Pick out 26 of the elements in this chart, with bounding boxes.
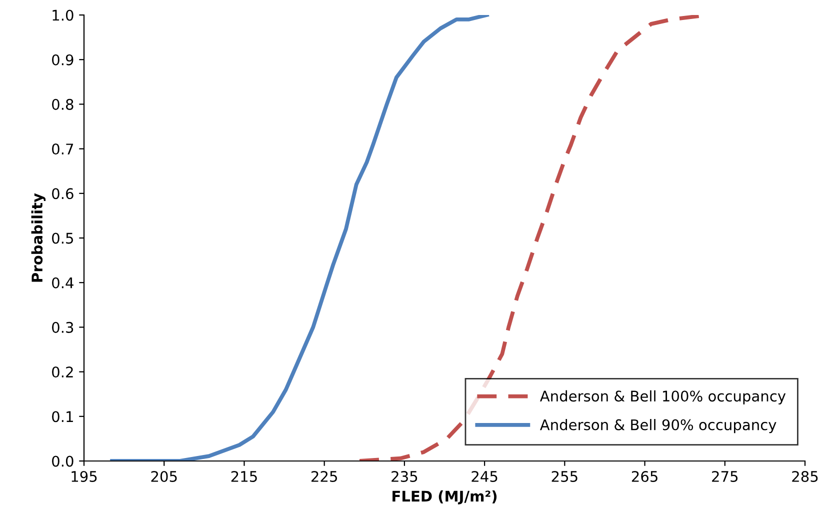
y-tick-label: 0.0: [52, 456, 74, 467]
y-tick-label: 0.6: [52, 188, 74, 200]
y-tick-label: 0.9: [52, 54, 74, 66]
y-tick-label: 0.4: [52, 277, 74, 288]
line-series: [110, 15, 489, 461]
y-tick-label: 0.1: [52, 411, 73, 422]
x-axis-title: FLED (MJ/m²): [392, 490, 497, 504]
y-tick-label: 0.5: [52, 232, 74, 244]
x-tick-label: 275: [712, 470, 738, 482]
x-tick-label: 265: [632, 470, 658, 482]
y-tick-label: 0.3: [52, 322, 74, 333]
x-tick-label: 225: [311, 470, 337, 482]
y-tick-label: 0.2: [52, 366, 73, 378]
x-tick-label: 215: [231, 470, 257, 482]
y-axis-title: Probability: [31, 193, 46, 282]
y-tick-label: 0.8: [52, 98, 74, 110]
x-tick-label: 205: [151, 470, 177, 482]
y-tick-label: 0.7: [52, 144, 74, 155]
x-tick-label: 235: [392, 470, 418, 482]
legend-label: Anderson & Bell 100% occupancy: [540, 390, 786, 404]
x-tick-label: 195: [72, 470, 97, 482]
y-tick-label: 1.0: [52, 10, 74, 21]
x-tick-label: 245: [472, 470, 498, 482]
legend-label: Anderson & Bell 90% occupancy: [540, 419, 776, 434]
x-tick-label: 285: [792, 470, 818, 482]
x-tick-label: 255: [552, 470, 578, 482]
